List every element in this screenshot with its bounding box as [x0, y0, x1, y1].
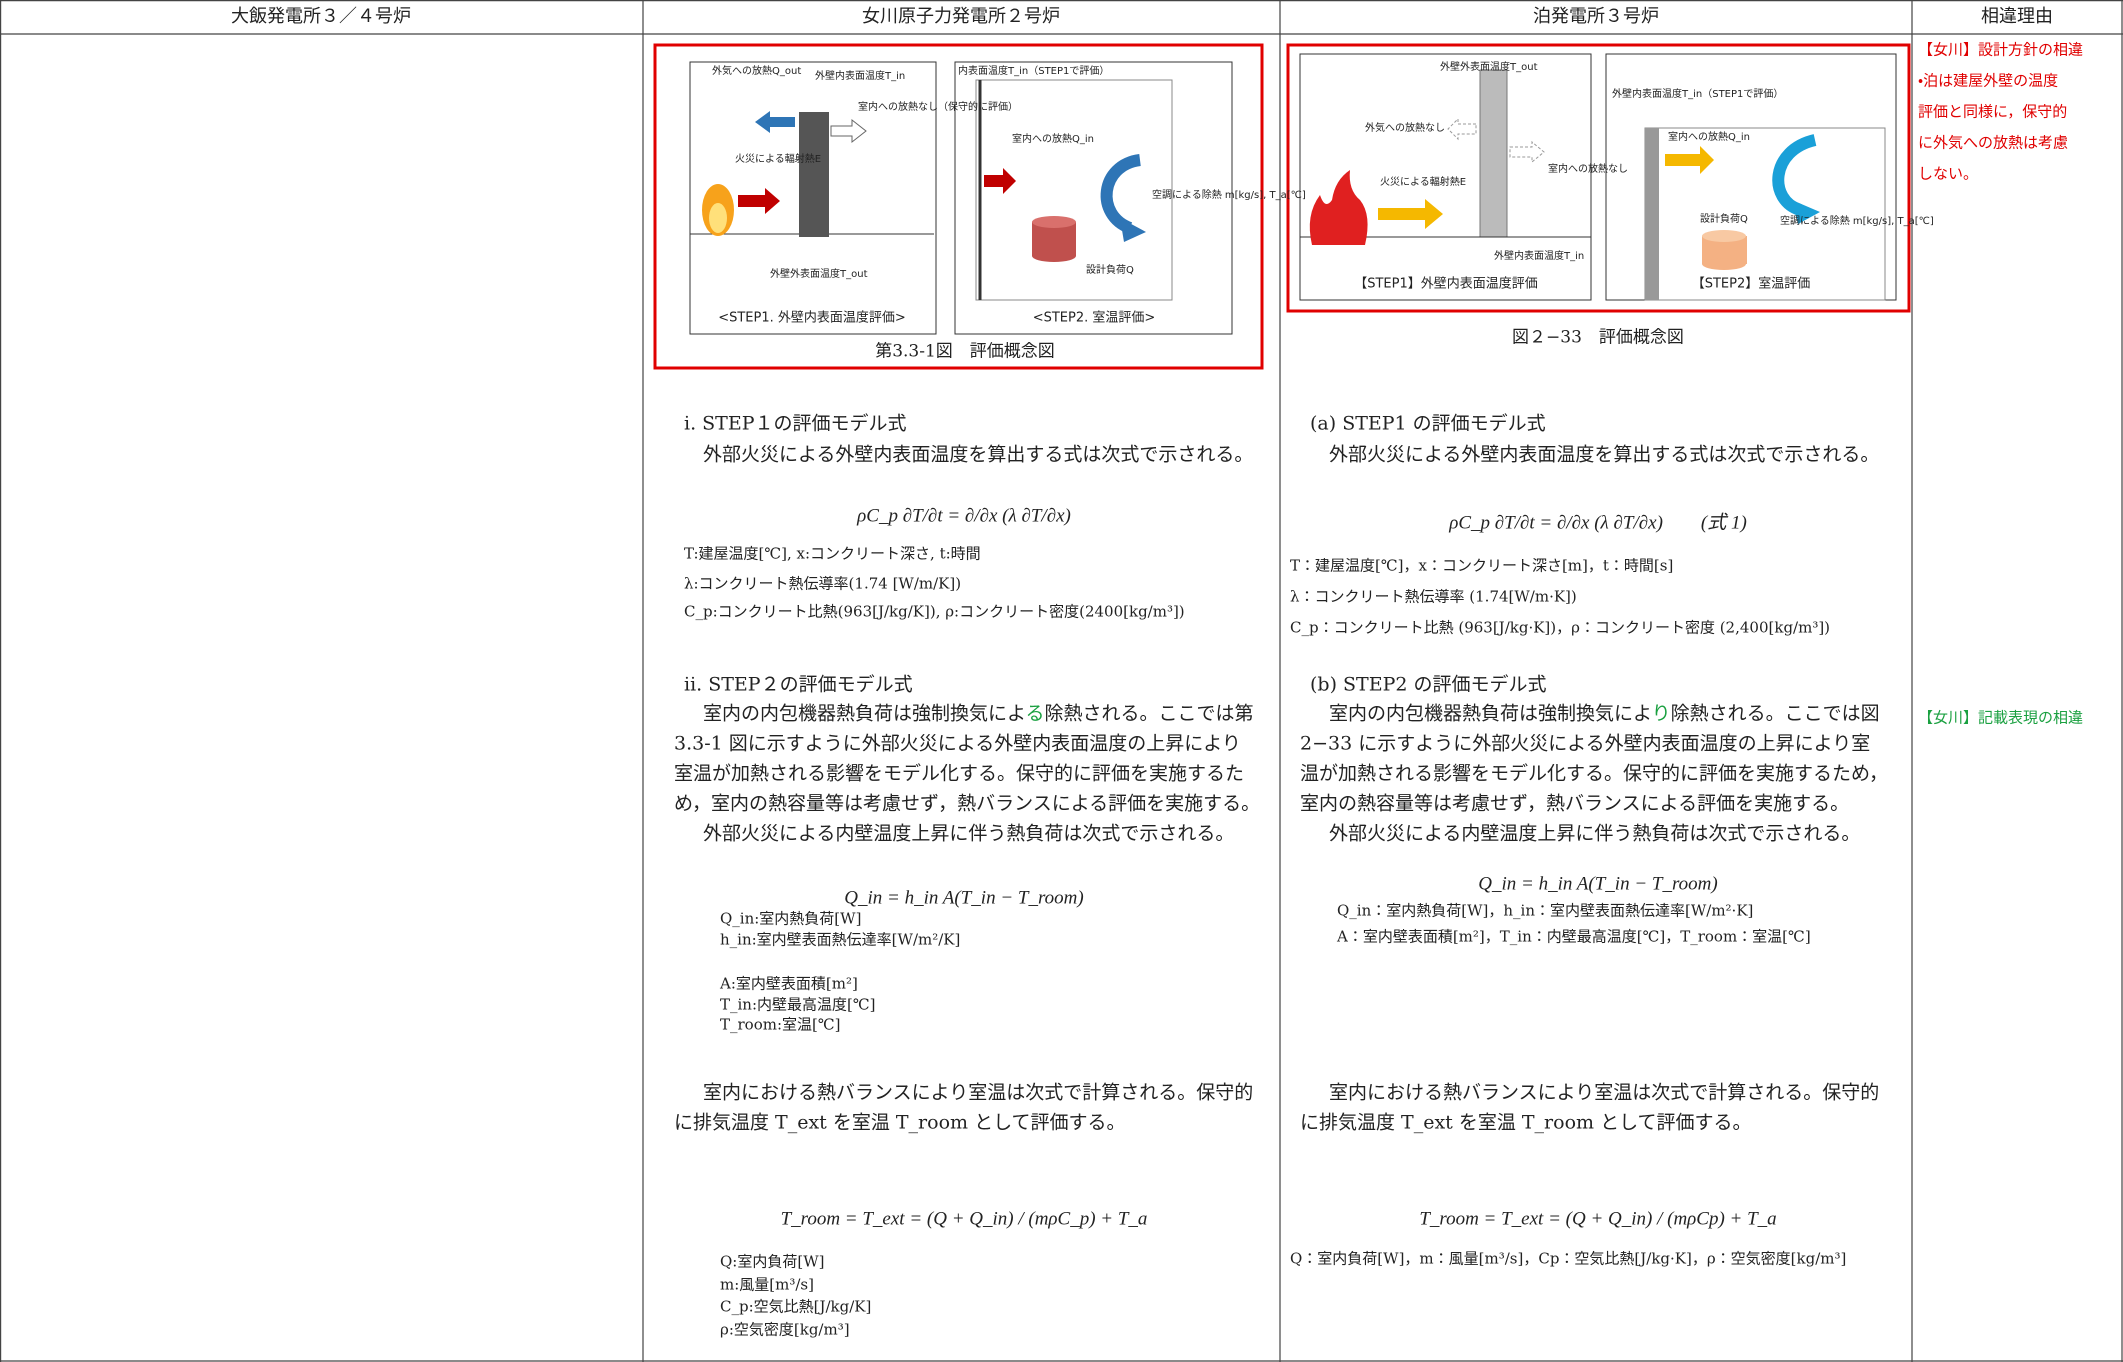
figure-step-caption: <STEP1. 外壁内表面温度評価> — [718, 310, 906, 326]
variable-definition: C_p：コンクリート比熱 (963[J/kg·K])，ρ：コンクリート密度 (2… — [1290, 618, 1831, 637]
variable-definition: Q：室内負荷[W]，m：風量[m³/s]，Cp：空気比熱[J/kg·K]，ρ：空… — [1290, 1249, 1847, 1268]
formula: T_room = T_ext = (Q + Q_in) / (mρCp) + T… — [1419, 1208, 1777, 1230]
formula: ρC_p ∂T/∂t = ∂/∂x (λ ∂T/∂x) — [857, 505, 1071, 527]
column-header: 大飯発電所３／４号炉 — [231, 6, 411, 27]
reason-text: しない。 — [1918, 164, 1979, 183]
variable-definition: Q:室内負荷[W] — [720, 1252, 825, 1271]
formula: ρC_p ∂T/∂t = ∂/∂x (λ ∂T/∂x) (式 1) — [1449, 512, 1747, 534]
paragraph-line: 外部火災による内壁温度上昇に伴う熱負荷は次式で示される。 — [703, 822, 1235, 845]
figure-label: 外壁内表面温度T_in — [1494, 251, 1585, 262]
paragraph-line: 温が加熱される影響をモデル化する。保守的に評価を実施するため， — [1300, 762, 1889, 785]
reason-text: ・泊は建屋外壁の温度 — [1918, 71, 2059, 90]
figure-label: 設計負荷Q — [1700, 214, 1748, 225]
paragraph-line: 室内の内包機器熱負荷は強制換気による除熱される。ここでは第 — [703, 702, 1254, 725]
figure-label: 空調による除熱 m[kg/s], T_a[℃] — [1780, 216, 1934, 227]
paragraph-line: 外部火災による外壁内表面温度を算出する式は次式で示される。 — [703, 443, 1254, 466]
text-run: 除熱される。ここでは図 — [1670, 702, 1880, 725]
reason-text: に外気への放熱は考慮 — [1918, 133, 2069, 152]
figure-label: 外壁内表面温度T_in（STEP1で評価） — [1612, 89, 1784, 100]
paragraph-line: に排気温度 T_ext を室温 T_room として評価する。 — [1300, 1111, 1752, 1134]
variable-definition: Q_in:室内熱負荷[W] — [720, 909, 862, 928]
variable-definition: T_in:内壁最高温度[℃] — [720, 995, 876, 1014]
column-header: 相違理由 — [1981, 6, 2053, 27]
formula: T_room = T_ext = (Q + Q_in) / (mρC_p) + … — [780, 1208, 1148, 1230]
paragraph-line: 室内の内包機器熱負荷は強制換気により除熱される。ここでは図 — [1329, 702, 1880, 725]
figure-label: 室内への放熱なし（保守的に評価） — [858, 102, 1018, 113]
variable-definition: T:建屋温度[℃], x:コンクリート深さ, t:時間 — [684, 544, 981, 563]
variable-definition: C_p:空気比熱[J/kg/K] — [720, 1297, 872, 1316]
figure-label: 室内への放熱なし — [1548, 164, 1628, 175]
figure-label: 外気への放熱Q_out — [712, 66, 802, 77]
variable-definition: m:風量[m³/s] — [720, 1275, 814, 1294]
variable-definition: A:室内壁表面積[m²] — [720, 974, 858, 993]
figure-step-caption: 【STEP2】室温評価 — [1691, 276, 1811, 292]
figure-label: 設計負荷Q — [1086, 265, 1134, 276]
variable-definition: A：室内壁表面積[m²]，T_in：内壁最高温度[℃]，T_room：室温[℃] — [1337, 927, 1811, 946]
figure-label: 外壁外表面温度T_out — [1440, 62, 1538, 73]
paragraph-line: 外部火災による内壁温度上昇に伴う熱負荷は次式で示される。 — [1329, 822, 1861, 845]
figure-label: 室内への放熱Q_in — [1668, 132, 1750, 143]
reason-text: 【女川】設計方針の相違 — [1918, 40, 2084, 59]
figure-label: 室内への放熱Q_in — [1012, 134, 1094, 145]
variable-definition: T_room:室温[℃] — [720, 1015, 841, 1034]
paragraph-line: 室内における熱バランスにより室温は次式で計算される。保守的 — [1329, 1081, 1880, 1104]
figure-label: 火災による輻射熱E — [735, 154, 822, 165]
paragraph-line: 室内の熱容量等は考慮せず，熱バランスによる評価を実施する。 — [1300, 792, 1850, 815]
paragraph-line: 室温が加熱される影響をモデル化する。保守的に評価を実施するた — [674, 762, 1245, 785]
figure-label: 外気への放熱なし — [1365, 123, 1445, 134]
figure-label: 外壁外表面温度T_out — [770, 269, 868, 280]
figure-label: 内表面温度T_in（STEP1で評価） — [958, 66, 1110, 77]
paragraph-line: 室内における熱バランスにより室温は次式で計算される。保守的 — [703, 1081, 1254, 1104]
section-heading: ⅰ. STEP１の評価モデル式 — [684, 412, 907, 435]
formula: Q_in = h_in A(T_in − T_room) — [844, 887, 1084, 909]
text-run: 室内の内包機器熱負荷は強制換気によ — [703, 702, 1026, 725]
text-run: る — [1025, 702, 1045, 725]
column-header: 泊発電所３号炉 — [1533, 6, 1659, 27]
variable-definition: Q_in：室内熱負荷[W]，h_in：室内壁表面熱伝達率[W/m²·K] — [1337, 901, 1754, 920]
formula: Q_in = h_in A(T_in − T_room) — [1478, 873, 1718, 895]
figure-label: 空調による除熱 m[kg/s], T_a[℃] — [1152, 190, 1306, 201]
paragraph-line: め，室内の熱容量等は考慮せず，熱バランスによる評価を実施する。 — [674, 792, 1261, 815]
section-heading: (a) STEP1 の評価モデル式 — [1310, 412, 1546, 435]
paragraph-line: 外部火災による外壁内表面温度を算出する式は次式で示される。 — [1329, 443, 1880, 466]
text-run: り — [1651, 702, 1671, 725]
variable-definition: ρ:空気密度[kg/m³] — [720, 1320, 850, 1339]
text-run: 室内の内包機器熱負荷は強制換気によ — [1329, 702, 1652, 725]
reason-text: 評価と同様に，保守的 — [1918, 102, 2068, 121]
figure-label: 火災による輻射熱E — [1380, 177, 1467, 188]
paragraph-line: 2−33 に示すように外部火災による外壁内表面温度の上昇により室 — [1300, 732, 1871, 755]
column-header: 女川原子力発電所２号炉 — [862, 6, 1060, 27]
section-heading: (b) STEP2 の評価モデル式 — [1310, 673, 1547, 696]
section-heading: ⅱ. STEP２の評価モデル式 — [684, 673, 913, 696]
variable-definition: λ:コンクリート熱伝導率(1.74 [W/m/K]) — [684, 574, 962, 593]
figure-step-caption: 【STEP1】外壁内表面温度評価 — [1354, 276, 1538, 292]
variable-definition: h_in:室内壁表面熱伝達率[W/m²/K] — [720, 930, 961, 949]
figure-label: 外壁内表面温度T_in — [815, 71, 906, 82]
variable-definition: T：建屋温度[℃]，x：コンクリート深さ[m]，t：時間[s] — [1290, 556, 1674, 575]
figure-caption: 図２−33 評価概念図 — [1512, 327, 1684, 348]
paragraph-line: 3.3-1 図に示すように外部火災による外壁内表面温度の上昇により — [674, 732, 1241, 755]
variable-definition: C_p:コンクリート比熱(963[J/kg/K]), ρ:コンクリート密度(24… — [684, 602, 1185, 621]
variable-definition: λ：コンクリート熱伝導率 (1.74[W/m·K]) — [1290, 587, 1577, 606]
text-run: 除熱される。ここでは第 — [1044, 702, 1254, 725]
figure-caption: 第3.3-1図 評価概念図 — [875, 341, 1055, 362]
paragraph-line: に排気温度 T_ext を室温 T_room として評価する。 — [674, 1111, 1126, 1134]
figure-step-caption: <STEP2. 室温評価> — [1032, 310, 1156, 326]
reason-text: 【女川】記載表現の相違 — [1918, 708, 2084, 727]
